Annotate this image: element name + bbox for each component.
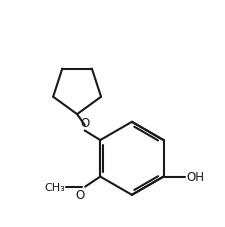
Text: OH: OH: [185, 170, 203, 183]
Text: O: O: [74, 188, 84, 201]
Text: O: O: [80, 116, 89, 129]
Text: CH₃: CH₃: [44, 182, 65, 192]
